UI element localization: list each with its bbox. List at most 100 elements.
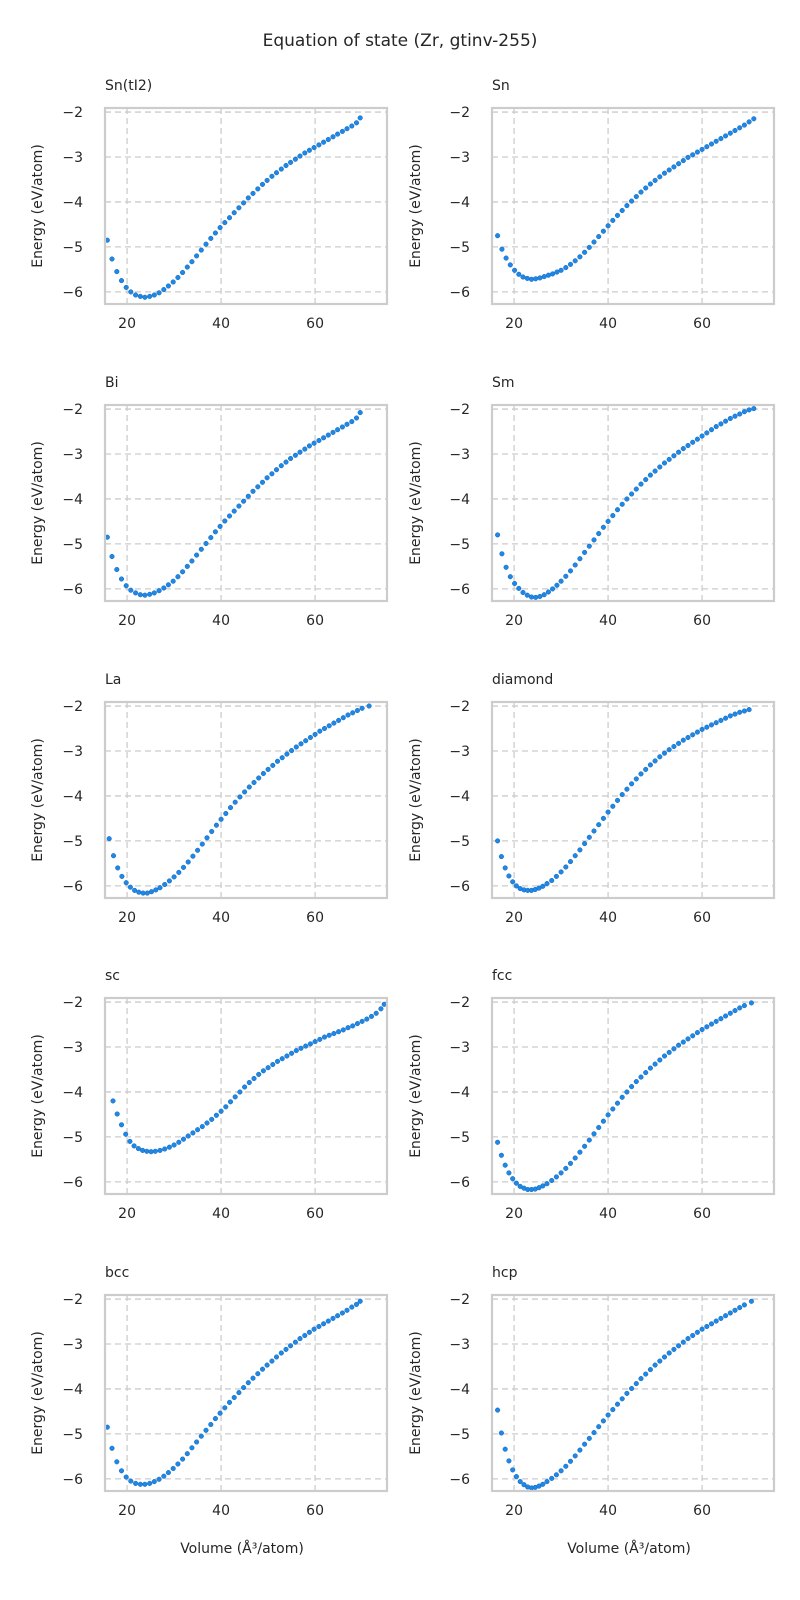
- data-point: [283, 162, 289, 169]
- y-tick-label: −4: [62, 1085, 83, 1101]
- data-point: [600, 1418, 606, 1424]
- data-point: [175, 574, 181, 580]
- data-point: [170, 279, 176, 285]
- data-point: [251, 1075, 257, 1082]
- y-tick-label: −2: [62, 402, 83, 418]
- y-axis-label: Energy (eV/atom): [408, 1331, 424, 1455]
- data-point: [316, 1323, 322, 1330]
- data-point: [144, 890, 150, 896]
- data-point: [553, 873, 559, 879]
- data-point: [732, 1008, 738, 1014]
- panel-title: La: [105, 672, 121, 688]
- data-point: [533, 276, 539, 282]
- data-point: [510, 1176, 516, 1182]
- data-point: [676, 1042, 682, 1048]
- data-point: [704, 144, 710, 150]
- data-point: [381, 1001, 387, 1007]
- y-tick-label: −3: [449, 150, 470, 166]
- data-point: [718, 1016, 724, 1022]
- y-tick-label: −5: [449, 240, 470, 256]
- data-point: [572, 562, 578, 568]
- data-point: [237, 1089, 243, 1095]
- data-point: [306, 443, 312, 449]
- data-point: [368, 1013, 375, 1019]
- data-point: [741, 708, 747, 714]
- axes-frame: [490, 996, 776, 1196]
- data-point: [312, 1039, 318, 1045]
- data-point: [270, 1061, 276, 1068]
- data-point: [746, 707, 752, 713]
- data-point: [647, 762, 653, 768]
- data-point: [619, 501, 625, 507]
- x-tick-label: 60: [306, 1206, 324, 1222]
- data-point: [316, 142, 322, 148]
- data-point: [638, 481, 644, 487]
- data-point: [357, 410, 363, 416]
- data-point: [690, 1332, 696, 1339]
- data-point: [657, 1358, 663, 1364]
- data-point: [278, 463, 284, 469]
- data-point: [624, 786, 630, 792]
- data-point: [708, 722, 715, 728]
- data-point: [344, 421, 350, 427]
- data-point: [353, 1301, 360, 1307]
- data-point: [198, 1433, 204, 1439]
- data-point: [118, 1468, 125, 1474]
- data-point: [600, 228, 606, 234]
- data-point: [506, 1170, 512, 1176]
- data-point: [331, 720, 337, 726]
- data-point: [502, 1162, 508, 1168]
- data-point: [633, 1079, 639, 1085]
- data-point: [666, 167, 672, 173]
- data-point: [727, 1310, 733, 1316]
- data-point: [643, 1371, 649, 1377]
- x-tick-label: 60: [306, 316, 324, 332]
- data-point: [495, 1407, 501, 1413]
- panel-title: Bi: [105, 375, 119, 391]
- y-tick-label: −6: [449, 1472, 470, 1488]
- y-tick-label: −6: [62, 1175, 83, 1191]
- data-point: [638, 1376, 644, 1382]
- data-point: [180, 1136, 187, 1142]
- data-point: [540, 1183, 546, 1189]
- y-tick-label: −6: [62, 285, 83, 301]
- data-point: [171, 874, 177, 880]
- axes-frame: [103, 1293, 389, 1493]
- data-point: [165, 1470, 171, 1476]
- data-point: [161, 1473, 167, 1479]
- data-point: [699, 726, 705, 732]
- data-point: [255, 1371, 261, 1377]
- data-point: [629, 1385, 635, 1392]
- data-point: [723, 133, 729, 139]
- data-point: [114, 1459, 120, 1465]
- data-point: [303, 1043, 309, 1049]
- panel-hcp: hcp 20 40 60 −2 −3 −4 −5 −6 Energy (eV/atom) Volum…: [408, 1265, 776, 1557]
- data-point: [748, 1000, 754, 1006]
- axes-frame: [103, 996, 389, 1196]
- data-point: [133, 1480, 139, 1486]
- data-point: [506, 873, 512, 879]
- data-point: [123, 284, 129, 290]
- data-point: [336, 717, 342, 723]
- data-point: [708, 1321, 715, 1327]
- data-point: [563, 864, 569, 870]
- data-point: [704, 1024, 710, 1030]
- y-tick-label: −3: [449, 447, 470, 463]
- data-point: [353, 415, 360, 421]
- data-point: [293, 1048, 299, 1054]
- data-point: [194, 552, 200, 558]
- data-point: [507, 574, 513, 580]
- data-point: [572, 853, 578, 859]
- data-point: [685, 442, 691, 449]
- data-point: [212, 529, 218, 535]
- data-point: [142, 592, 148, 598]
- data-point: [340, 715, 346, 721]
- y-tick-label: −3: [62, 1040, 83, 1056]
- x-tick-label: 20: [505, 316, 523, 332]
- data-point: [558, 869, 564, 875]
- data-point: [273, 170, 280, 176]
- axes-frame: [490, 403, 776, 603]
- data-point: [699, 1026, 705, 1033]
- data-point: [288, 455, 294, 462]
- y-tick-label: −6: [449, 285, 470, 301]
